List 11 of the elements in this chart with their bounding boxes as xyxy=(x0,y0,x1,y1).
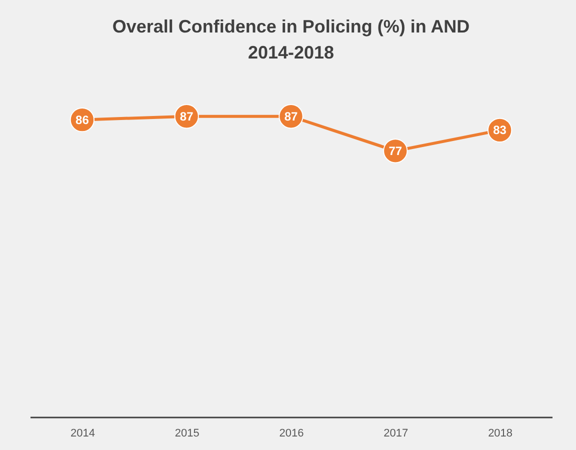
x-tick-label: 2015 xyxy=(174,428,200,440)
x-tick-label: 2017 xyxy=(384,428,408,440)
data-label: 87 xyxy=(180,109,194,124)
chart-title: Overall Confidence in Policing (%) in AND 2014-2018 xyxy=(112,16,470,63)
data-label: 86 xyxy=(76,112,90,127)
x-tick-label: 2016 xyxy=(279,428,304,440)
data-label: 83 xyxy=(493,123,507,138)
x-tick-label: 2014 xyxy=(70,428,95,440)
x-tick-label: 2018 xyxy=(488,428,513,440)
data-label: 87 xyxy=(284,109,298,124)
data-label: 77 xyxy=(388,144,402,158)
